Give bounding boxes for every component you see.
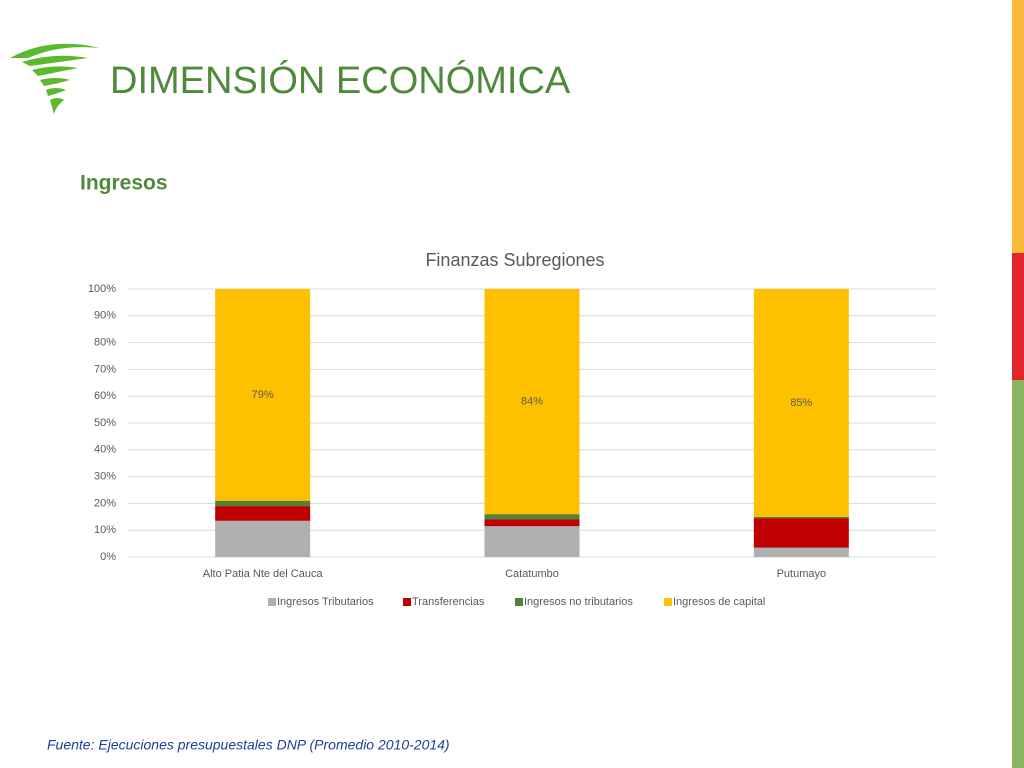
bar-segment (484, 526, 580, 557)
x-tick-label: Catatumbo (505, 568, 559, 580)
bar-segment (753, 516, 849, 519)
y-tick-label: 40% (94, 444, 116, 456)
bar-segment (215, 520, 311, 557)
bar-segment (215, 506, 311, 521)
bar-segment (215, 289, 311, 501)
legend-label: Transferencias (412, 596, 485, 608)
y-tick-label: 90% (94, 310, 116, 322)
legend-label: Ingresos de capital (673, 596, 765, 608)
slide-title: DIMENSIÓN ECONÓMICA (110, 59, 571, 102)
data-label: 85% (790, 397, 812, 409)
y-tick-label: 50% (94, 417, 116, 429)
logo (10, 43, 100, 114)
source-note: Fuente: Ejecuciones presupuestales DNP (… (47, 737, 450, 753)
legend-swatch (515, 598, 523, 606)
section-title: Ingresos (80, 172, 168, 195)
y-tick-label: 20% (94, 497, 116, 509)
y-tick-label: 70% (94, 363, 116, 375)
side-band (1012, 380, 1024, 768)
bar-segment (753, 518, 849, 548)
data-label: 84% (521, 395, 543, 407)
y-tick-label: 10% (94, 524, 116, 536)
y-tick-label: 0% (100, 551, 116, 563)
x-tick-label: Putumayo (777, 568, 827, 580)
bar-segment (753, 547, 849, 557)
legend-swatch (268, 598, 276, 606)
bar-segment (215, 500, 311, 507)
legend-swatch (403, 598, 411, 606)
bar-segment (753, 289, 849, 517)
side-band (1012, 253, 1024, 380)
data-label: 79% (252, 389, 274, 401)
y-tick-label: 80% (94, 337, 116, 349)
y-tick-label: 100% (88, 283, 116, 295)
side-band (1012, 0, 1024, 253)
y-tick-label: 30% (94, 471, 116, 483)
x-tick-label: Alto Patia Nte del Cauca (203, 568, 324, 580)
y-tick-label: 60% (94, 390, 116, 402)
legend-label: Ingresos Tributarios (277, 596, 374, 608)
bar-segment (484, 514, 580, 520)
chart-title: Finanzas Subregiones (425, 250, 604, 270)
bar-segment (484, 289, 580, 515)
bar-segment (484, 519, 580, 527)
legend-swatch (664, 598, 672, 606)
legend-label: Ingresos no tributarios (524, 596, 633, 608)
